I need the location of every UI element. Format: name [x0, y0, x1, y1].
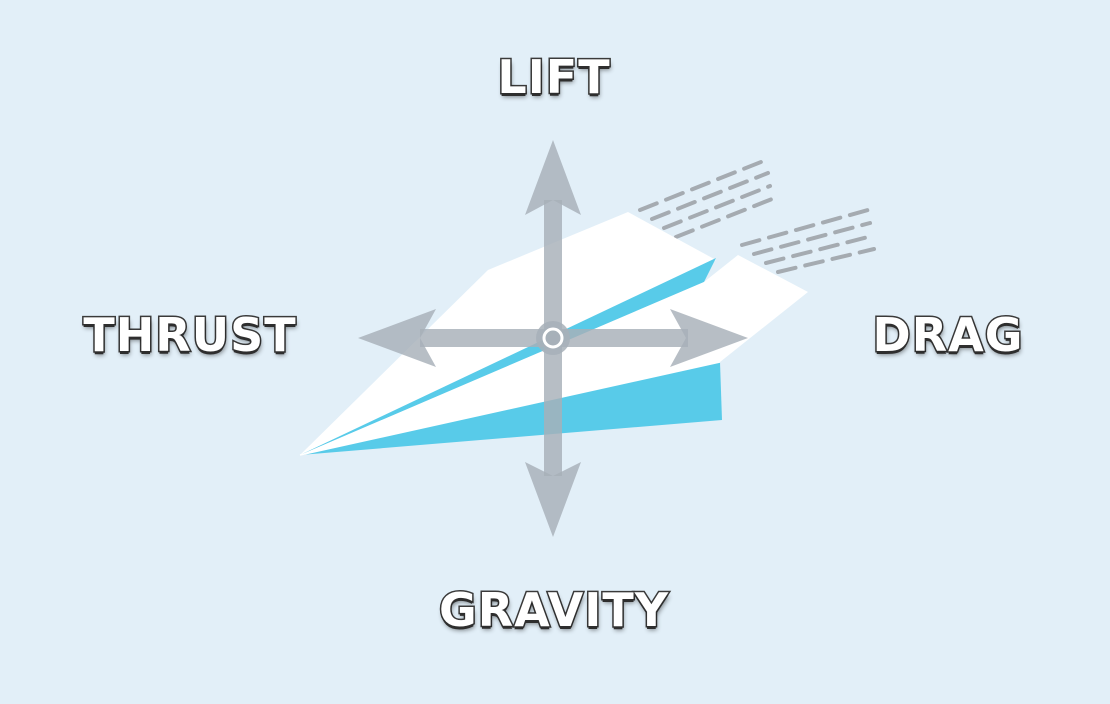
drag-arrow-icon: [670, 309, 748, 367]
thrust-arrow-icon: [358, 309, 436, 367]
gravity-arrow-icon: [525, 462, 581, 537]
gravity-label: GRAVITY: [437, 583, 670, 637]
lift-label: LIFT: [496, 50, 611, 104]
plane-upper-fold: [300, 258, 716, 455]
lift-arrow-icon: [525, 140, 581, 215]
thrust-label: THRUST: [82, 308, 297, 362]
center-of-gravity-icon: [536, 321, 570, 355]
plane-crease: [299, 361, 721, 456]
speed-lines: [638, 158, 876, 274]
drag-label: DRAG: [871, 308, 1024, 362]
